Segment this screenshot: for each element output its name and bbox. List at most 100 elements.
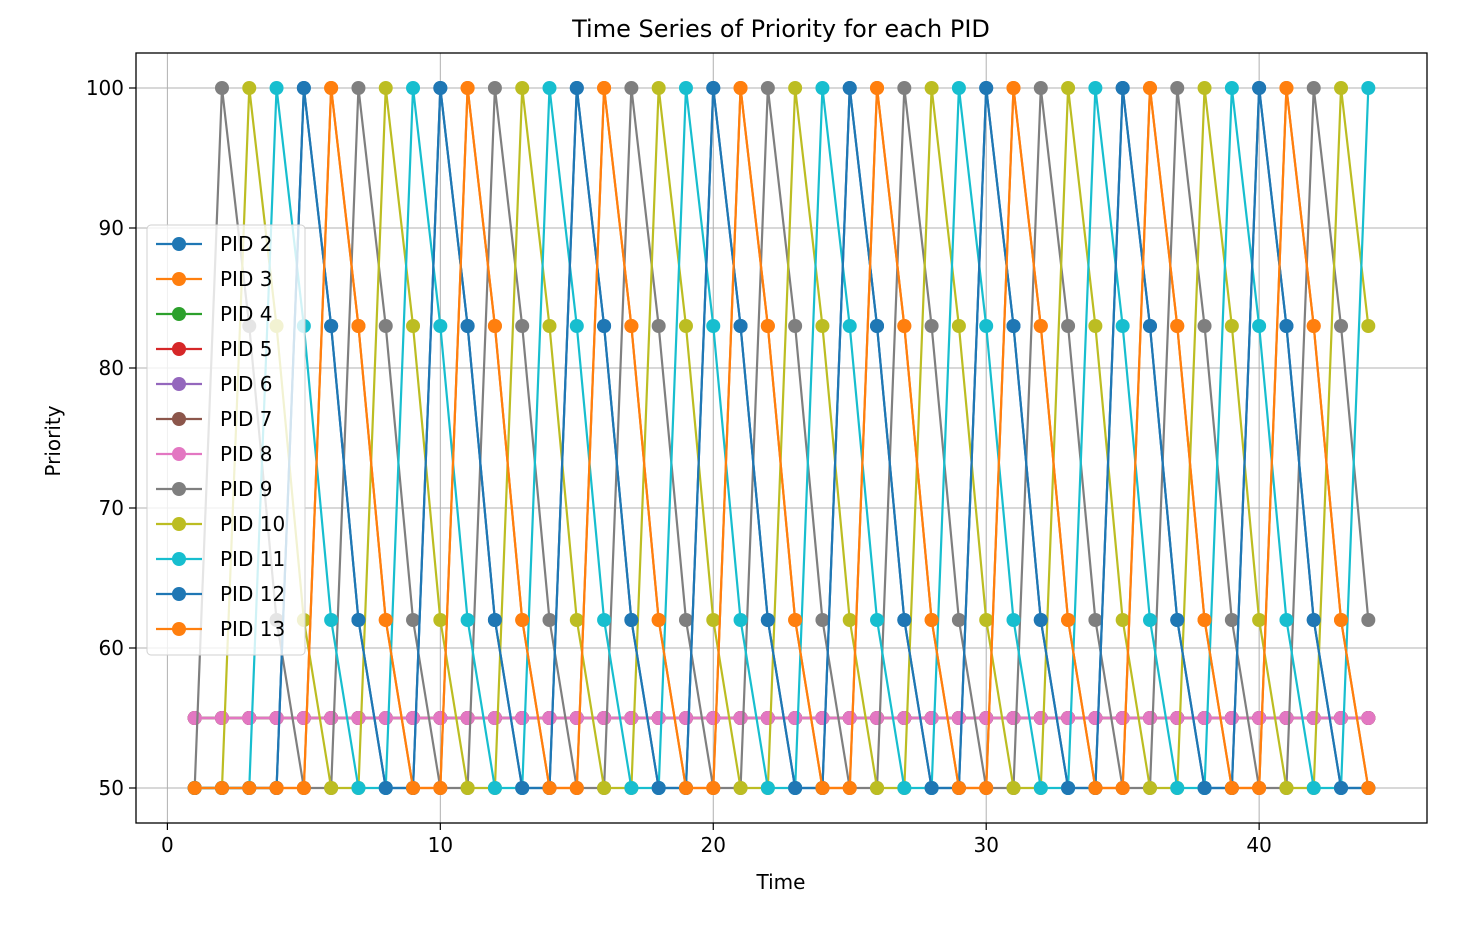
data-point [1279, 613, 1294, 627]
data-point [651, 319, 666, 333]
data-point [1033, 319, 1048, 333]
data-point [815, 781, 830, 795]
data-point [1088, 81, 1103, 95]
legend-item: PID 6 [156, 372, 272, 396]
data-point [1334, 781, 1349, 795]
data-point [1334, 81, 1349, 95]
data-point [1088, 319, 1103, 333]
data-point [979, 319, 994, 333]
x-tick-label: 10 [428, 833, 453, 857]
legend-label: PID 3 [220, 267, 272, 291]
data-point [187, 711, 202, 725]
data-point [378, 319, 393, 333]
data-point [1334, 711, 1349, 725]
series-line [194, 86, 1370, 790]
data-point [706, 81, 721, 95]
legend-label: PID 8 [220, 442, 272, 466]
data-point [924, 613, 939, 627]
data-point [597, 781, 612, 795]
y-tick-label: 100 [86, 76, 124, 100]
legend-box [146, 224, 306, 656]
data-point [733, 319, 748, 333]
data-point [1142, 81, 1157, 95]
data-point [760, 613, 775, 627]
data-point [1306, 711, 1321, 725]
data-point [1361, 711, 1376, 725]
legend-item: PID 12 [156, 582, 285, 606]
legend-marker [172, 237, 186, 251]
data-point [406, 81, 421, 95]
data-point [296, 781, 311, 795]
data-point [569, 711, 584, 725]
data-point [487, 319, 502, 333]
data-point [487, 781, 502, 795]
data-point [1224, 781, 1239, 795]
legend-item: PID 2 [156, 232, 272, 256]
legend-item: PID 10 [156, 512, 285, 536]
data-point [1033, 613, 1048, 627]
data-point [351, 781, 366, 795]
data-point [924, 319, 939, 333]
legend-label: PID 5 [220, 337, 272, 361]
x-axis-label: Time [756, 870, 806, 894]
data-point [924, 81, 939, 95]
x-tick-label: 20 [701, 833, 726, 857]
data-point [1061, 81, 1076, 95]
data-point [515, 81, 530, 95]
data-point [1252, 613, 1267, 627]
data-point [788, 711, 803, 725]
data-point [1306, 613, 1321, 627]
legend-marker [172, 377, 186, 391]
data-point [760, 319, 775, 333]
data-point [1170, 781, 1185, 795]
data-point [351, 319, 366, 333]
data-point [1224, 319, 1239, 333]
legend-item: PID 4 [156, 302, 272, 326]
data-point [706, 613, 721, 627]
legend-label: PID 10 [220, 512, 285, 536]
data-point [897, 319, 912, 333]
data-point [951, 319, 966, 333]
data-point [1061, 711, 1076, 725]
x-tick-label: 0 [161, 833, 174, 857]
data-point [1115, 319, 1130, 333]
data-point [406, 319, 421, 333]
data-point [1006, 81, 1021, 95]
legend-marker [172, 272, 186, 286]
data-point [870, 613, 885, 627]
data-point [788, 613, 803, 627]
data-point [569, 613, 584, 627]
data-point [842, 781, 857, 795]
data-point [979, 781, 994, 795]
data-point [1306, 319, 1321, 333]
data-point [269, 781, 284, 795]
data-point [788, 319, 803, 333]
legend-label: PID 2 [220, 232, 272, 256]
legend-label: PID 6 [220, 372, 272, 396]
data-point [870, 711, 885, 725]
data-point [979, 711, 994, 725]
data-point [296, 81, 311, 95]
data-point [324, 711, 339, 725]
data-point [951, 613, 966, 627]
data-point [1361, 81, 1376, 95]
legend-item: PID 5 [156, 337, 272, 361]
data-point [1224, 81, 1239, 95]
data-point [951, 81, 966, 95]
x-tick-label: 40 [1246, 833, 1271, 857]
data-point [1197, 711, 1212, 725]
data-point [1061, 613, 1076, 627]
data-point [433, 613, 448, 627]
data-point [214, 711, 229, 725]
data-point [897, 781, 912, 795]
data-point [1170, 81, 1185, 95]
data-point [569, 781, 584, 795]
data-point [842, 613, 857, 627]
data-point [269, 711, 284, 725]
legend-marker [172, 517, 186, 531]
series-pid-12 [187, 81, 1376, 795]
data-point [569, 319, 584, 333]
data-point [460, 81, 475, 95]
